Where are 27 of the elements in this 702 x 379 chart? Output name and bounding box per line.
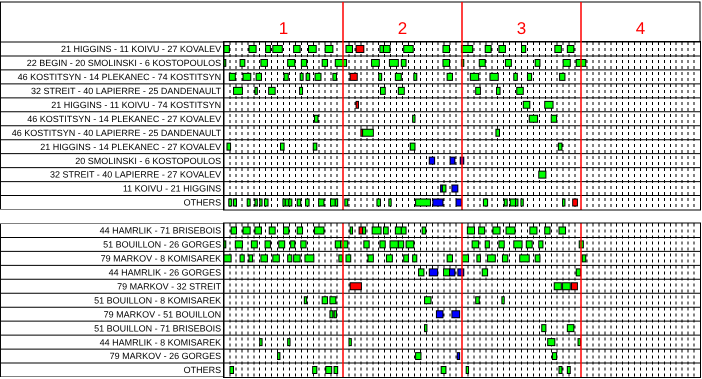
y-tick-label: 21 HIGGINS - 11 KOIVU - 74 KOSTITSYN [51, 100, 222, 110]
y-tick-label: 46 KOSTITSYN - 14 PLEKANEC - 27 KOVALEV [27, 114, 222, 124]
y-tick-label: 79 MARKOV - 51 BOUILLON [104, 309, 222, 320]
x-tick-label: 2 [398, 19, 408, 38]
y-tick-label: 51 BOUILLON - 8 KOMISAREK [94, 295, 222, 306]
y-tick-label: 79 MARKOV - 32 STREIT [117, 281, 222, 292]
y-tick-label: 22 BEGIN - 20 SMOLINSKI - 6 KOSTOPOULOS [26, 58, 222, 68]
y-tick-label: 44 HAMRLIK - 71 BRISEBOIS [100, 226, 222, 236]
y-tick-label: 21 HIGGINS - 14 PLEKANEC - 27 KOVALEV [40, 142, 222, 152]
y-tick-label: 32 STREIT - 40 LAPIERRE - 25 DANDENAULT [30, 86, 222, 96]
y-tick-label: 46 KOSTITSYN - 14 PLEKANEC - 74 KOSTITSYN [18, 72, 222, 82]
x-tick-label: 4 [636, 19, 646, 38]
x-tick-label: 3 [516, 19, 526, 38]
y-tick-label: 79 MARKOV - 8 KOMISAREK [100, 254, 222, 264]
y-tick-label: OTHERS [184, 365, 222, 376]
y-tick-label: 51 BOUILLON - 26 GORGES [103, 240, 222, 250]
y-tick-label: 46 KOSTITSYN - 40 LAPIERRE - 25 DANDENAULT [12, 128, 222, 138]
y-tick-label: OTHERS [184, 198, 222, 208]
y-tick-label: 20 SMOLINSKI - 6 KOSTOPOULOS [75, 156, 222, 166]
y-tick-label: 44 HAMRLIK - 8 KOMISAREK [100, 337, 222, 348]
y-tick-label: 32 STREIT - 40 LAPIERRE - 27 KOVALEV [50, 170, 222, 180]
x-tick-label: 1 [278, 19, 288, 38]
y-tick-label: 51 BOUILLON - 71 BRISEBOIS [94, 323, 222, 334]
y-tick-label: 11 KOIVU - 21 HIGGINS [122, 184, 222, 194]
y-tick-label: 21 HIGGINS - 11 KOIVU - 27 KOVALEV [60, 44, 222, 54]
y-tick-label: 79 MARKOV - 26 GORGES [110, 351, 222, 362]
y-tick-label: 44 HAMRLIK - 26 GORGES [108, 267, 222, 278]
